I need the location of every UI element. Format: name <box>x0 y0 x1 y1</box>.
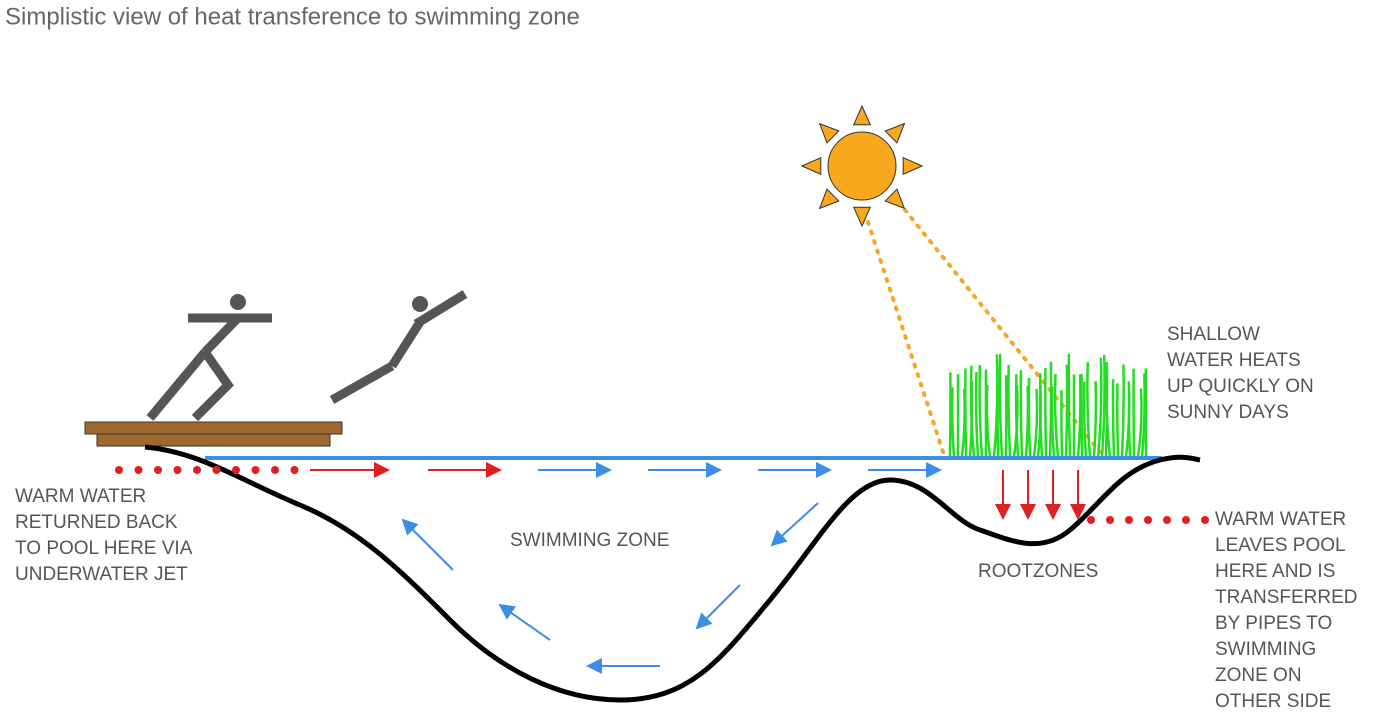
grass-blade <box>1115 383 1120 458</box>
pipe-dot <box>290 466 299 474</box>
grass-blade <box>1050 386 1056 458</box>
sun-ray-triangle <box>884 188 906 210</box>
sun-ray-triangle <box>884 122 906 144</box>
grass-blade <box>1060 390 1064 458</box>
pool-bed <box>144 444 1201 703</box>
label-line: TRANSFERRED <box>1215 587 1358 608</box>
grass-blade <box>1086 362 1092 458</box>
grass-blade <box>1024 385 1030 458</box>
sun-ray-triangle <box>852 104 872 126</box>
pipe-dot <box>134 466 143 474</box>
labels: SHALLOW WATER HEATS UP QUICKLY ON SUNNY DAY… <box>15 324 1358 712</box>
label-line: WARM WATER <box>15 486 146 507</box>
label-line: BY PIPES TO <box>1215 613 1332 634</box>
standing-figure <box>146 294 272 422</box>
sun-ray-triangle <box>902 156 924 176</box>
pipe-dot <box>1163 516 1171 524</box>
pipe-dot <box>251 466 260 474</box>
diving-figure <box>329 290 468 404</box>
pipe-dot <box>193 466 201 474</box>
label-line: WATER HEATS <box>1167 350 1301 371</box>
grass-blade <box>1096 357 1103 458</box>
deck <box>96 433 331 447</box>
flow-arrows <box>310 462 1086 674</box>
grass-blade <box>1064 364 1069 458</box>
grass-blade <box>985 384 992 458</box>
sun <box>800 104 924 228</box>
sun-ray-triangle <box>800 156 822 176</box>
grass-blade <box>1007 365 1012 458</box>
grass-blade <box>1067 353 1072 458</box>
label-line: TO POOL HERE VIA <box>15 538 193 559</box>
grass-blade <box>1019 370 1024 458</box>
deck <box>84 421 343 435</box>
grass-blade <box>1082 381 1088 458</box>
sun-ray-triangle <box>818 122 840 144</box>
pipe-dot <box>232 466 240 474</box>
grass-blade <box>978 365 984 458</box>
pipe-dot <box>212 466 221 474</box>
pipe-dot <box>154 466 162 474</box>
pipe-dot <box>1182 516 1190 524</box>
pipe-dot <box>115 466 123 474</box>
title: Simplistic view of heat transference to … <box>5 3 580 30</box>
grass-blade <box>1076 374 1082 458</box>
swimming-zone-label: SWIMMING ZONE <box>510 530 669 551</box>
sun-ray-triangle <box>818 188 840 210</box>
label-line: WARM WATER <box>1215 509 1346 530</box>
grass-blade <box>1014 374 1020 458</box>
grass <box>948 353 1148 458</box>
grass-blade <box>1105 369 1112 458</box>
grass-blade <box>1120 364 1125 458</box>
grass-blade <box>1032 388 1039 458</box>
sun-ray <box>903 208 1102 454</box>
label-line: HERE AND IS <box>1215 561 1335 582</box>
sun-ray-triangle <box>852 206 872 228</box>
grass-blade <box>1111 379 1116 458</box>
grass-blade <box>1140 373 1146 458</box>
label-line: UP QUICKLY ON <box>1167 376 1314 397</box>
grass-blade <box>1092 381 1098 458</box>
grass-blade <box>998 353 1004 458</box>
pipe-dot <box>173 466 182 474</box>
grass-blade <box>1038 373 1044 458</box>
label-line: OTHER SIDE <box>1215 691 1331 712</box>
grass-blade <box>1136 388 1143 458</box>
grass-blade <box>1044 367 1048 458</box>
rootzones-label: ROOTZONES <box>978 561 1098 582</box>
grass-blade <box>964 368 968 458</box>
grass-blade <box>1127 391 1132 458</box>
dotted-pipe <box>115 466 1209 524</box>
label-line: SWIMMING <box>1215 639 1316 660</box>
pipe-dot <box>1087 516 1095 524</box>
grass-blade <box>1100 354 1106 458</box>
grass-blade <box>950 387 956 458</box>
pipe-dot <box>1106 516 1114 524</box>
pipe-dot <box>1201 516 1209 524</box>
label-line: RETURNED BACK <box>15 512 178 533</box>
grass-blade <box>969 365 976 458</box>
grass-blade <box>1053 373 1060 458</box>
sun-ray <box>866 220 945 454</box>
grass-blade <box>1027 377 1032 458</box>
pipe-dot <box>1125 516 1133 524</box>
label-line: SUNNY DAYS <box>1167 402 1289 423</box>
label-line: UNDERWATER JET <box>15 564 188 585</box>
pipe-dot <box>1144 516 1152 524</box>
grass-blade <box>974 372 980 458</box>
label-line: SHALLOW <box>1167 324 1260 345</box>
label-line: ZONE ON <box>1215 665 1302 686</box>
label-line: LEAVES POOL <box>1215 535 1346 556</box>
pipe-dot <box>271 466 279 474</box>
